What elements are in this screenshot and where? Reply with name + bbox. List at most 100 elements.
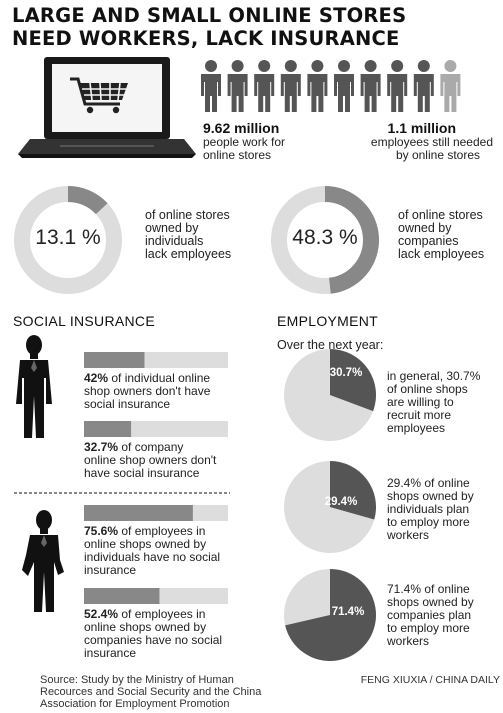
donut-1-caption-line-3: individuals <box>145 234 204 248</box>
donut-2-caption-line-1: of online stores <box>398 208 483 222</box>
donut-2-caption-line-4: lack employees <box>398 247 485 261</box>
pie-2-slice <box>330 461 376 520</box>
page-title: LARGE AND SMALL ONLINE STORES NEED WORKE… <box>12 4 492 50</box>
pie-2-caption-line-2: shops owned by <box>387 489 474 503</box>
bar-4-caption-line-3: companies have no social <box>84 633 223 647</box>
source-line-2: Recources and Social Security and the Ch… <box>40 686 262 698</box>
bar-4-fill <box>84 588 160 604</box>
needed-desc-line-2: by online stores <box>395 148 480 162</box>
donut-2-value: 48.3 % <box>292 226 358 249</box>
bar-3-caption: 75.6% of employees in online shops owned… <box>84 525 244 577</box>
donut-1-caption: of online stores owned by individuals la… <box>145 209 255 261</box>
bar-4-caption-line-1: 52.4% of employees in <box>84 608 244 621</box>
donut-1-arc <box>67 186 108 215</box>
pie-3-caption-line-5: workers <box>387 634 430 648</box>
pie-1-caption: in general, 30.7% of online shops are wi… <box>387 370 499 435</box>
person-icon <box>227 60 248 112</box>
donut-1-value: 13.1 % <box>35 226 101 249</box>
source-note: Source: Study by the Ministry of Human R… <box>40 674 330 710</box>
pie-1-caption-line-4: recruit more <box>387 408 452 422</box>
person-icon <box>280 60 301 112</box>
bar-3-track <box>84 505 228 521</box>
pie-3-caption-line-3: companies plan <box>387 608 472 622</box>
workers-desc-line-2: online stores <box>203 148 272 162</box>
bar-4-line-1-rest: of employees in <box>118 607 206 621</box>
person-icon <box>201 60 221 112</box>
person-icon <box>307 60 328 112</box>
pie-2-caption-line-4: to employ more <box>387 515 470 529</box>
bar-2-caption-line-1: 32.7% of company <box>84 441 244 454</box>
pie-1-caption-line-5: employees <box>387 421 446 435</box>
donut-1-caption-line-4: lack employees <box>145 247 232 261</box>
pie-2-caption: 29.4% of online shops owned by individua… <box>387 477 499 542</box>
pie-2-caption-line-5: workers <box>387 528 430 542</box>
pie-1-slice <box>330 349 376 412</box>
bar-4-caption-line-4: insurance <box>84 646 137 660</box>
pie-1-label: 30.7% <box>329 367 363 379</box>
bar-3-pct: 75.6% <box>84 524 119 538</box>
bar-1-fill <box>84 352 145 368</box>
bar-4-pct: 52.4% <box>84 607 119 621</box>
bar-3-line-1-rest: of employees in <box>118 524 206 538</box>
pie-3-caption-line-2: shops owned by <box>387 595 474 609</box>
title-line-2: NEED WORKERS, LACK INSURANCE <box>12 27 400 50</box>
bar-2-caption-line-3: have social insurance <box>84 466 200 480</box>
bar-3-fill <box>84 505 193 521</box>
title-line-1: LARGE AND SMALL ONLINE STORES <box>12 4 407 27</box>
bar-1-caption-line-3: social insurance <box>84 397 171 411</box>
bar-3-caption-line-2: online shops owned by <box>84 537 207 551</box>
pie-2-caption-line-1: 29.4% of online <box>387 476 470 490</box>
bar-4-track <box>84 588 228 604</box>
pie-3-caption-line-1: 71.4% of online <box>387 582 470 596</box>
bar-2-track <box>84 421 228 437</box>
person-icon <box>387 60 408 112</box>
pie-2-label: 29.4% <box>324 496 358 508</box>
donut-2-caption-line-2: owned by <box>398 221 452 235</box>
pie-3-label: 71.4% <box>331 606 365 618</box>
bar-3-caption-line-3: individuals have no social <box>84 550 221 564</box>
person-icon <box>413 60 434 112</box>
pie-2-caption-line-3: individuals plan <box>387 502 470 516</box>
bar-3-caption-line-1: 75.6% of employees in <box>84 525 244 538</box>
bar-1-caption-line-1: 42% of individual online <box>84 372 244 385</box>
bar-2-caption-line-2: online shop owners don't <box>84 453 217 467</box>
workers-value: 9.62 million <box>203 120 280 136</box>
employment-heading: EMPLOYMENT <box>277 313 379 329</box>
bar-1-track <box>84 352 228 368</box>
bar-4-caption-line-2: online shops owned by <box>84 620 207 634</box>
person-icon <box>254 60 275 112</box>
pie-1-caption-line-2: of online shops <box>387 382 468 396</box>
bar-4-caption: 52.4% of employees in online shops owned… <box>84 608 244 660</box>
workers-stat: 9.62 million people work for online stor… <box>203 120 333 162</box>
person-icon <box>334 60 354 112</box>
social-insurance-heading: SOCIAL INSURANCE <box>13 313 155 329</box>
person-icon <box>440 60 461 112</box>
bar-2-line-1-rest: of company <box>118 440 184 454</box>
workers-desc-line-1: people work for <box>203 135 286 149</box>
needed-desc-line-1: employees still needed <box>370 135 493 149</box>
bar-2-caption: 32.7% of company online shop owners don'… <box>84 441 244 480</box>
donut-1-caption-line-2: owned by <box>145 221 199 235</box>
bar-2-fill <box>84 421 132 437</box>
pie-1-caption-line-1: in general, 30.7% <box>387 369 481 383</box>
bar-1-pct: 42% <box>84 371 109 385</box>
bar-1-caption: 42% of individual online shop owners don… <box>84 372 244 411</box>
pie-1-base <box>284 349 376 441</box>
needed-value: 1.1 million <box>387 120 456 136</box>
pie-1-caption-line-3: are willing to <box>387 395 454 409</box>
source-line-3: Association for Employment Promotion <box>40 698 230 710</box>
donut-2-caption-line-3: companies <box>398 234 459 248</box>
source-line-1: Source: Study by the Ministry of Human <box>40 674 234 686</box>
donut-2-caption: of online stores owned by companies lack… <box>398 209 503 261</box>
pie-3-caption: 71.4% of online shops owned by companies… <box>387 583 499 648</box>
pie-3-caption-line-4: to employ more <box>387 621 470 635</box>
bar-1-line-1-rest: of individual online <box>108 371 211 385</box>
bar-2-pct: 32.7% <box>84 440 119 454</box>
credit-line: FENG XIUXIA / CHINA DAILY <box>360 674 500 686</box>
donut-1-caption-line-1: of online stores <box>145 208 230 222</box>
needed-stat: 1.1 million employees still needed by on… <box>343 120 493 162</box>
person-icon <box>360 60 381 112</box>
employment-subheading: Over the next year: <box>277 338 384 352</box>
bar-3-caption-line-4: insurance <box>84 563 137 577</box>
bar-1-caption-line-2: shop owners don't have <box>84 384 211 398</box>
